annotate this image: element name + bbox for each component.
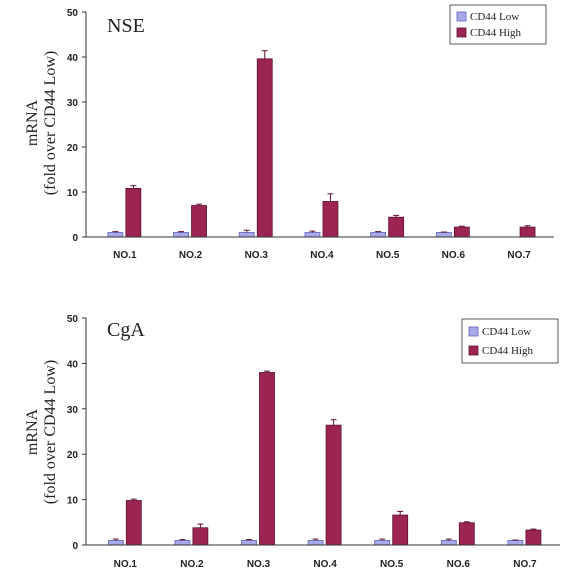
cga-ylabel-line1: mRNA [24,408,41,455]
nse-bar-low-4 [304,232,321,238]
cga-bar-high-5 [392,514,409,546]
nse-bar-high-6 [453,226,470,238]
nse-legend-box [449,4,547,45]
nse-ylabel-line1: mRNA [24,99,41,146]
cga-y-ticks: 0 10 20 30 40 50 [67,314,86,552]
cga-legend-swatch-high [468,345,479,356]
nse-y-tick-label: 40 [67,53,79,64]
nse-legend-swatch-low [456,11,467,22]
cga-bar-low-6 [440,540,457,546]
cga-bars [107,370,542,546]
nse-category-label: NO.1 [113,250,137,261]
nse-categories: NO.1 NO.2 NO.3 NO.4 NO.5 NO.6 NO.7 [113,250,531,261]
nse-title: NSE [107,15,145,37]
cga-y-tick-label: 20 [67,450,79,461]
nse-bar-low-5 [370,232,387,238]
cga-y-tick-label: 50 [67,314,79,325]
nse-legend: CD44 Low CD44 High [449,4,547,45]
nse-bar-low-6 [435,232,452,238]
cga-category-label: NO.6 [447,559,471,570]
nse-ylabel-line2: (fold over CD44 Low) [42,51,59,195]
nse-panel: mRNA (fold over CD44 Low) NSE 0 10 20 30 40 5… [24,4,554,261]
cga-bar-high-7 [525,529,542,546]
nse-y-tick-label: 30 [67,98,79,109]
cga-bar-low-7 [507,540,524,546]
cga-bar-low-3 [241,540,257,546]
nse-bar-high-2 [191,205,207,238]
cga-bar-low-5 [374,540,391,546]
nse-bar-high-5 [388,216,405,238]
nse-y-tick-label: 0 [72,233,78,244]
nse-bar-low-2 [173,232,189,238]
cga-category-label: NO.7 [513,559,537,570]
cga-bar-low-4 [307,540,324,546]
nse-bar-low-3 [238,232,255,238]
nse-bar-high-3 [256,58,273,238]
nse-y-tick-label: 50 [67,8,79,19]
nse-category-label: NO.6 [442,250,466,261]
nse-category-label: NO.7 [507,250,531,261]
cga-bar-low-1 [107,540,124,546]
cga-bar-high-2 [192,527,209,546]
cga-legend-label-low: CD44 Low [482,326,531,338]
cga-bar-high-3 [259,372,275,546]
nse-y-tick-label: 20 [67,143,79,154]
nse-y-tick-label: 10 [67,188,79,199]
cga-legend-swatch-low [468,326,479,337]
nse-legend-label-low: CD44 Low [470,11,519,23]
nse-category-label: NO.2 [179,250,203,261]
cga-legend-box [461,318,559,364]
nse-bars [107,50,536,238]
cga-bar-low-2 [174,540,191,546]
cga-legend-label-high: CD44 High [482,345,534,357]
cga-ylabel-line2: (fold over CD44 Low) [42,360,59,504]
cga-categories: NO.1 NO.2 NO.3 NO.4 NO.5 NO.6 NO.7 [114,559,537,570]
cga-category-label: NO.4 [313,559,337,570]
nse-bar-low-1 [107,232,124,238]
nse-legend-label-high: CD44 High [470,27,522,39]
cga-category-label: NO.5 [380,559,404,570]
nse-bar-high-1 [125,187,142,238]
nse-bar-high-7 [519,226,536,238]
cga-category-label: NO.2 [180,559,204,570]
cga-bar-high-6 [458,522,475,546]
cga-bar-high-4 [325,424,342,546]
cga-legend: CD44 Low CD44 High [461,318,559,364]
cga-panel: mRNA (fold over CD44 Low) CgA 0 10 20 30 40 5… [24,314,560,570]
nse-category-label: NO.4 [310,250,334,261]
nse-legend-swatch-high [456,27,467,38]
cga-y-tick-label: 0 [72,541,78,552]
nse-category-label: NO.3 [245,250,269,261]
cga-y-tick-label: 30 [67,405,79,416]
cga-category-label: NO.1 [114,559,138,570]
cga-bar-high-1 [125,500,142,546]
nse-bar-high-4 [322,201,339,238]
nse-y-ticks: 0 10 20 30 40 50 [67,8,86,244]
cga-y-tick-label: 10 [67,496,79,507]
cga-category-label: NO.3 [247,559,271,570]
cga-y-tick-label: 40 [67,359,79,370]
cga-title: CgA [107,319,145,341]
nse-category-label: NO.5 [376,250,400,261]
